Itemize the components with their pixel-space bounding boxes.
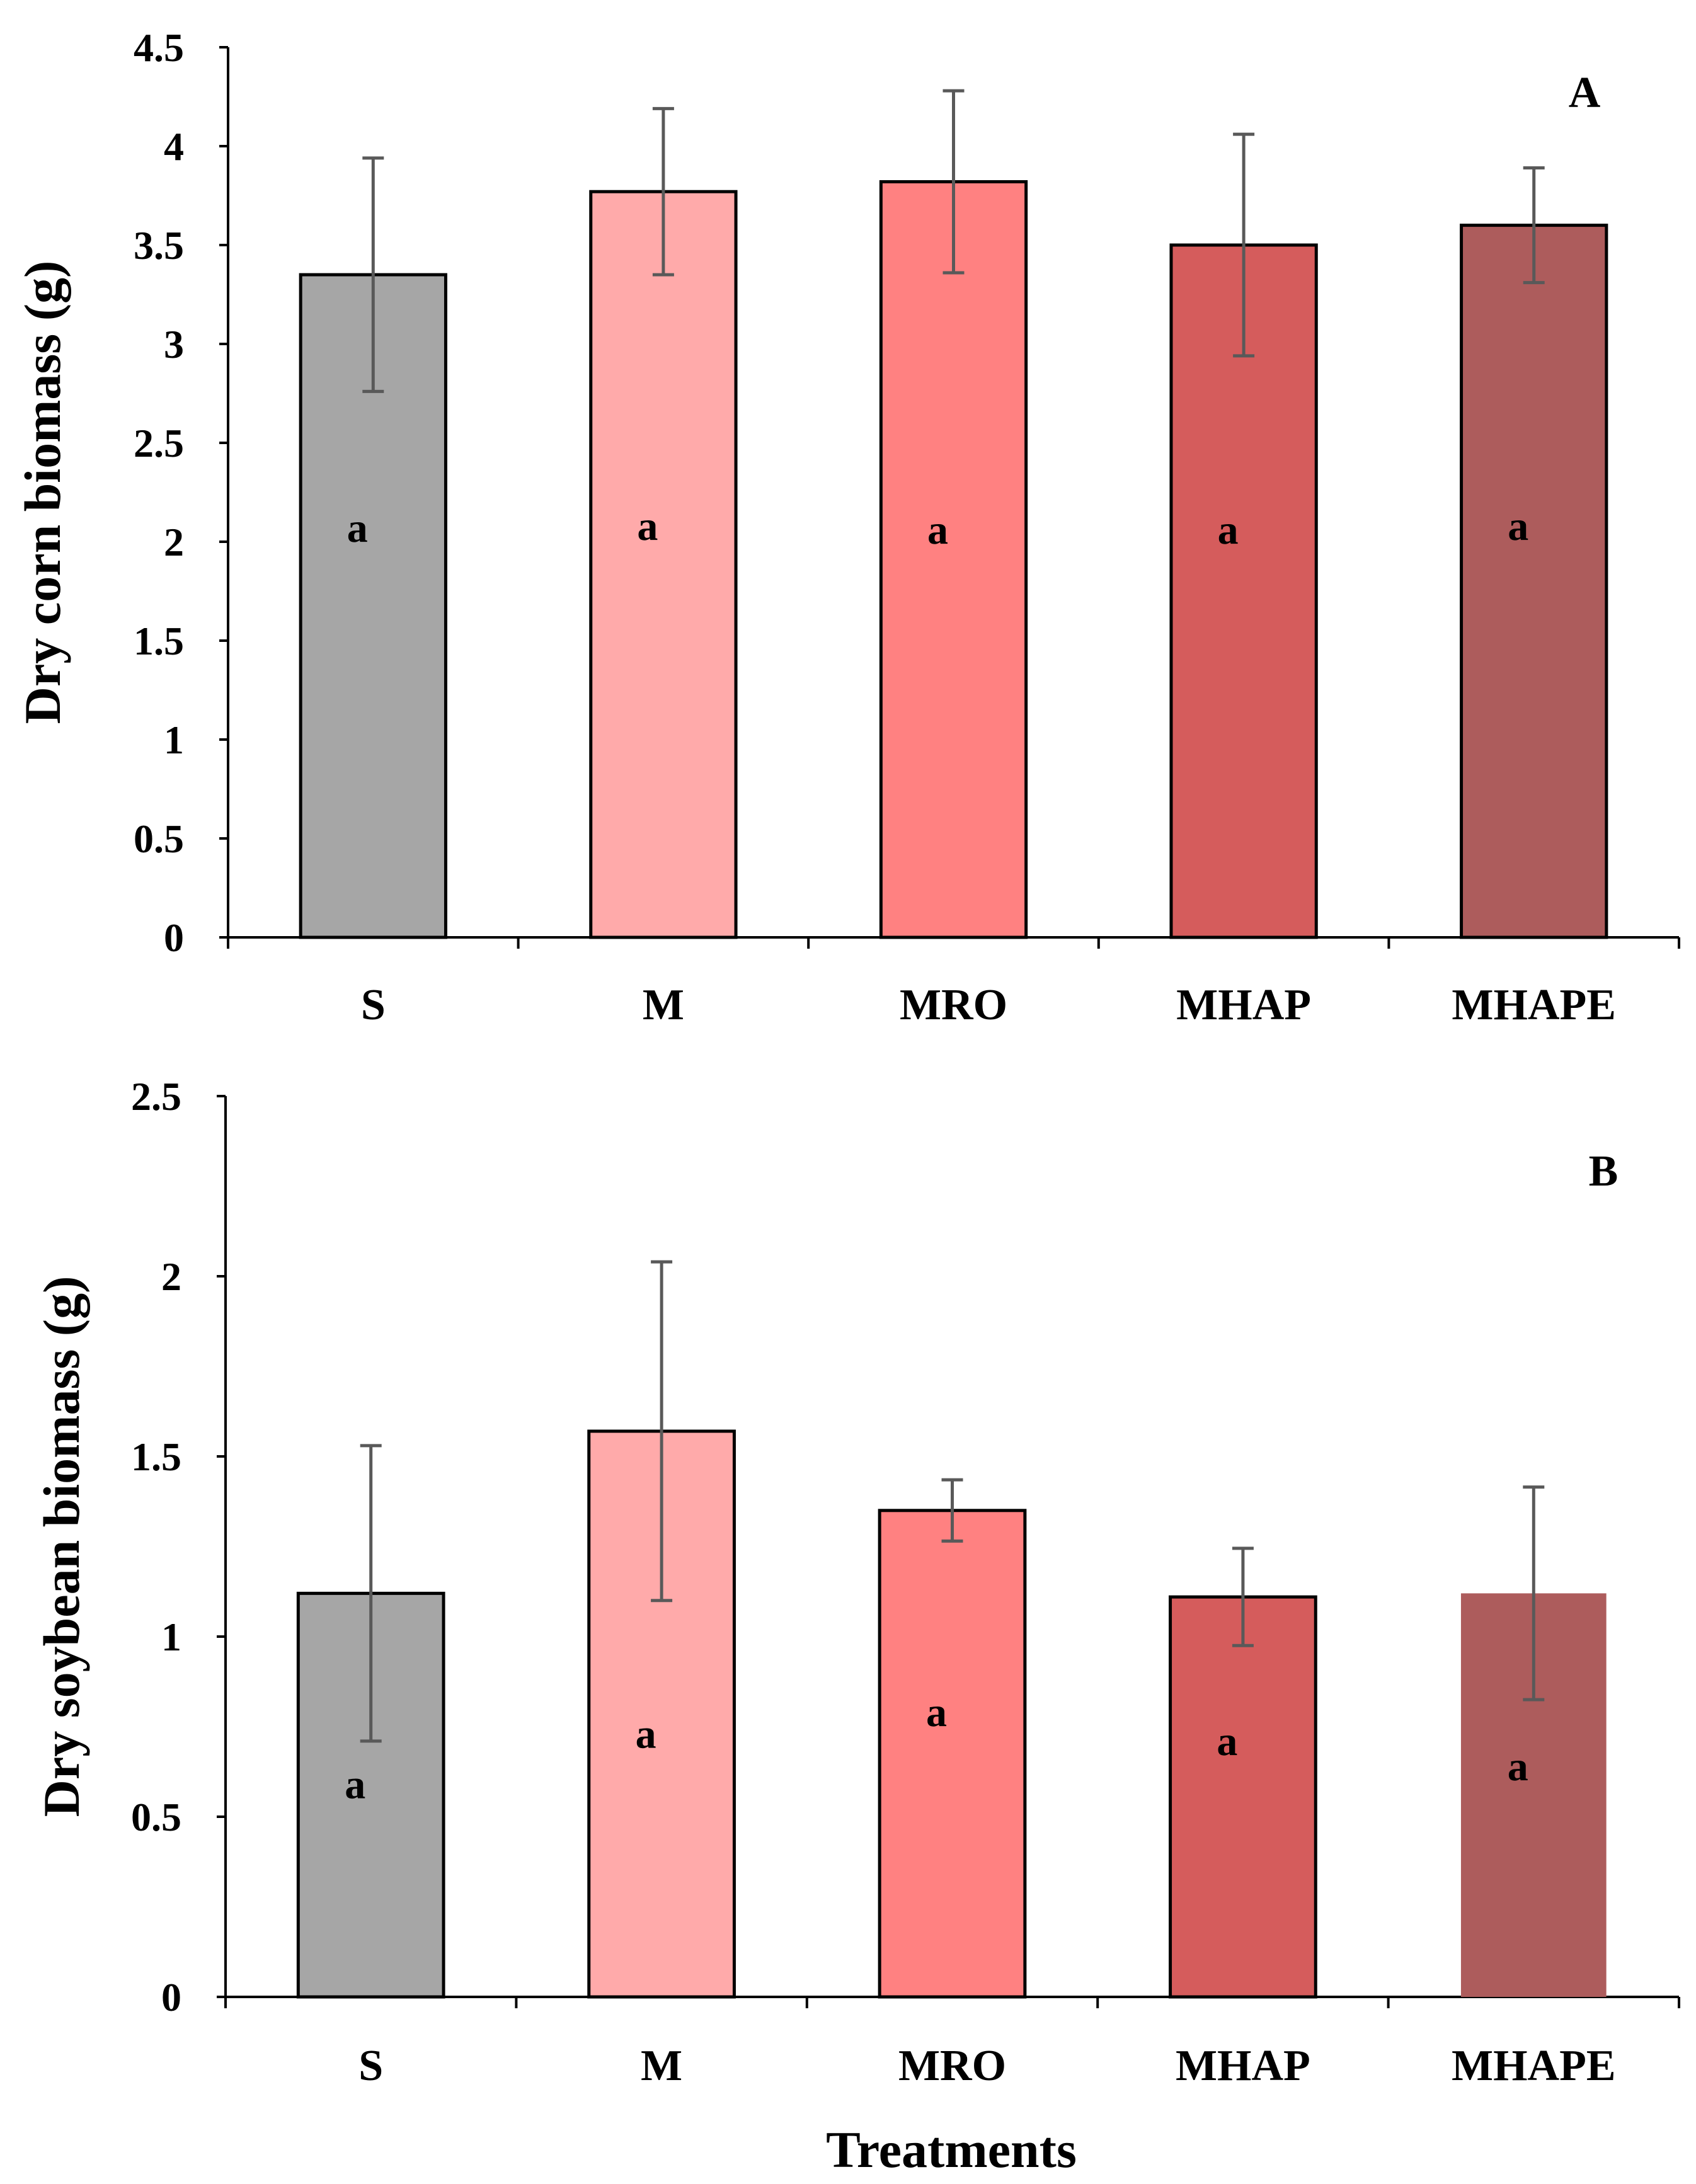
- y-tick-label: 0.5: [131, 1795, 181, 1839]
- panel-a-chart: 0 0.5 1 1.5 2 2.5 3 3.5 4 4.5 a Sa Ma MRO a MHAP a MHAPE D…: [14, 25, 1680, 1029]
- bar-mhap: [1169, 1595, 1317, 1999]
- y-tick-label: 4: [164, 124, 184, 169]
- y-axis-title: Dry soybean biomass (g): [33, 1276, 90, 1817]
- panel-label: B: [1589, 1147, 1619, 1196]
- y-tick-label: 0: [161, 1975, 181, 2020]
- significance-label: a: [1217, 1718, 1237, 1764]
- bar-mhap: [1169, 243, 1318, 939]
- significance-label: a: [347, 505, 368, 551]
- x-tick-label: MHAPE: [1452, 2042, 1616, 2090]
- y-tick-label: 1: [161, 1615, 181, 1659]
- significance-label: a: [1508, 503, 1528, 549]
- x-tick-label: M: [641, 2042, 682, 2090]
- y-tick-label: 3: [164, 322, 184, 367]
- x-tick-label: S: [361, 981, 386, 1029]
- y-tick-label: 2.5: [131, 1074, 181, 1119]
- significance-label: a: [927, 507, 948, 553]
- significance-label: a: [1218, 507, 1239, 553]
- x-tick-label: MHAP: [1176, 981, 1311, 1029]
- y-tick-label: 0.5: [134, 816, 184, 861]
- y-tick-label: 1.5: [134, 619, 184, 663]
- significance-label: a: [636, 1711, 656, 1757]
- y-tick-label: 3.5: [134, 223, 184, 268]
- x-tick-label: MHAPE: [1452, 981, 1616, 1029]
- x-tick-label: M: [643, 981, 684, 1029]
- significance-label: a: [637, 503, 658, 549]
- x-tick-label: MRO: [898, 2042, 1006, 2090]
- x-axis-title: Treatments: [826, 2121, 1077, 2178]
- y-axis-title: Dry corn biomass (g): [14, 261, 71, 724]
- y-tick-label: 4.5: [134, 25, 184, 70]
- significance-label: a: [345, 1762, 365, 1808]
- bar-m: [589, 190, 738, 939]
- bar-mro: [878, 1509, 1027, 1999]
- bar-mro: [879, 180, 1028, 939]
- y-tick-label: 2: [164, 520, 184, 564]
- y-tick-label: 1: [164, 718, 184, 762]
- y-tick-label: 2: [161, 1254, 181, 1299]
- y-tick-label: 2.5: [134, 421, 184, 466]
- panel-b-chart: 0 0.5 1 1.5 2 2.5 a Sa Ma MRO a MHAP a MHAPE Dry soybe…: [33, 1074, 1680, 2090]
- x-tick-label: S: [358, 2042, 383, 2090]
- x-tick-label: MHAP: [1176, 2042, 1310, 2090]
- x-tick-label: MRO: [900, 981, 1007, 1029]
- y-tick-label: 1.5: [131, 1434, 181, 1479]
- y-tick-label: 0: [164, 915, 184, 960]
- significance-label: a: [926, 1689, 947, 1735]
- panel-label: A: [1569, 69, 1601, 117]
- significance-label: a: [1508, 1744, 1528, 1790]
- bar-mhape: [1460, 224, 1608, 939]
